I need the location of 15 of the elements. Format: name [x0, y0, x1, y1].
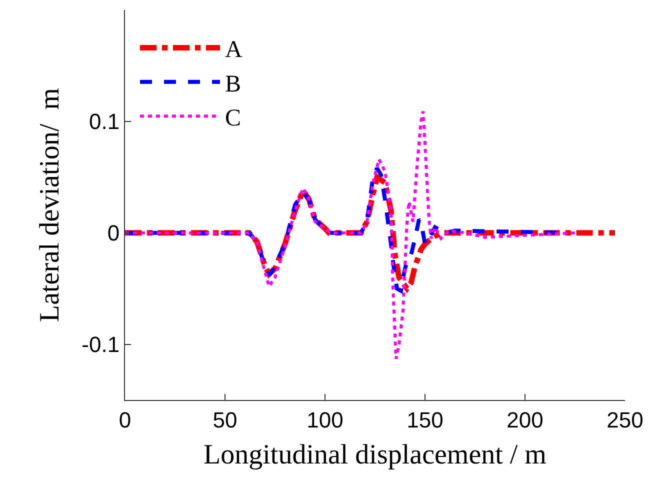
x-tick-label: 50	[212, 407, 238, 432]
legend-label: B	[225, 71, 242, 98]
y-tick-label: 0.1	[89, 109, 120, 134]
y-axis-title: Lateral deviation/ m	[34, 88, 66, 322]
legend-label: A	[225, 37, 243, 64]
line-series	[125, 166, 571, 293]
x-tick-label: 250	[606, 407, 644, 432]
x-tick-label: 150	[406, 407, 444, 432]
x-tick-label: 100	[306, 407, 344, 432]
x-axis-title: Longitudinal displacement / m	[204, 440, 547, 470]
x-tick-label: 200	[506, 407, 544, 432]
y-tick-label: -0.1	[82, 332, 120, 357]
legend-label: C	[225, 105, 242, 132]
y-tick-label: 0	[107, 220, 120, 246]
line-series	[125, 110, 576, 360]
